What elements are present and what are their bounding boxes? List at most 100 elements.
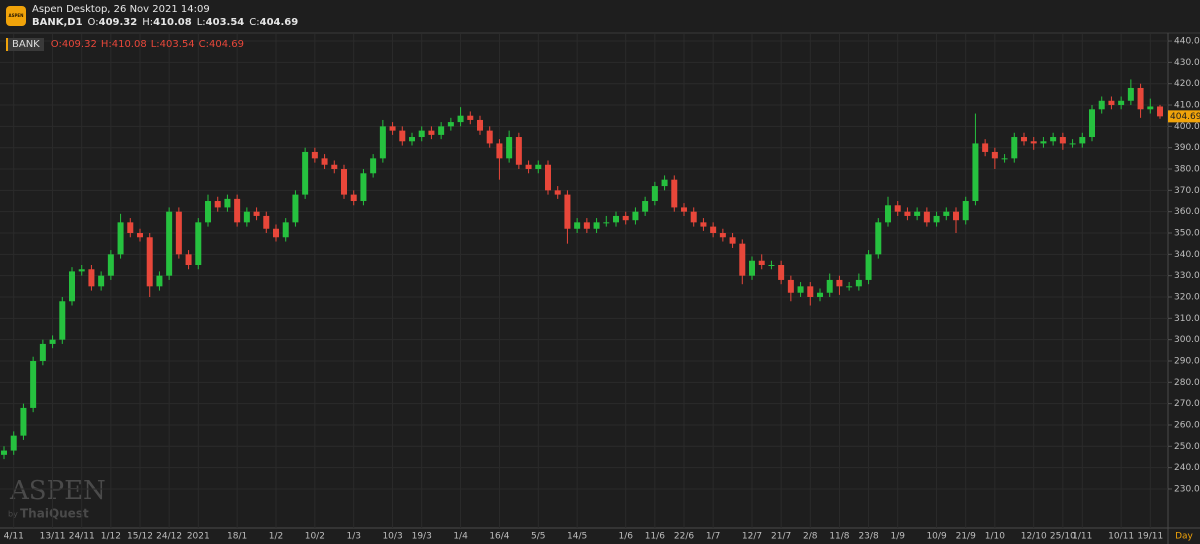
x-tick-label: 23/8	[858, 532, 878, 542]
candle-body	[904, 211, 911, 216]
y-tick-label: 240.00	[1174, 463, 1200, 473]
candle-body	[243, 211, 250, 223]
x-tick-label: 15/12	[127, 532, 153, 542]
x-tick-label: 21/7	[771, 532, 791, 542]
ohlc-prefix: L:	[196, 17, 206, 28]
candle-body	[137, 233, 143, 238]
candle-body	[477, 119, 483, 131]
y-tick-label: 430.00	[1174, 58, 1200, 68]
candle-body	[1059, 137, 1066, 144]
legend-symbol: BANK	[6, 38, 44, 51]
candle-body	[10, 435, 17, 451]
ohlc-value: 410.08	[111, 39, 147, 50]
candle-body	[146, 237, 153, 287]
candle-body	[797, 286, 804, 293]
candle-body	[49, 339, 56, 344]
candle-body	[749, 260, 755, 276]
y-tick-label: 410.00	[1174, 101, 1200, 111]
candle-body	[729, 237, 736, 244]
x-tick-label: 19/3	[412, 532, 432, 542]
candle-body	[574, 222, 581, 229]
candle-body	[447, 122, 454, 127]
candle-body	[175, 211, 182, 255]
y-tick-label: 260.00	[1174, 420, 1200, 430]
y-tick-label: 400.00	[1174, 122, 1200, 132]
y-tick-label: 320.00	[1174, 292, 1200, 302]
candle-body	[263, 215, 270, 229]
x-tick-label: 11/8	[829, 532, 849, 542]
x-tick-label: 1/6	[618, 532, 633, 542]
x-tick-label: 10/11	[1108, 532, 1134, 542]
candle-body	[651, 186, 658, 202]
candle-body	[1040, 141, 1047, 144]
candle-body	[98, 275, 105, 287]
candle-body	[953, 211, 959, 221]
y-tick-label: 270.00	[1174, 399, 1200, 409]
ohlc-value: 404.69	[209, 39, 245, 50]
app-title: Aspen Desktop, 26 Nov 2021 14:09	[32, 4, 210, 15]
candle-body	[88, 269, 95, 287]
x-tick-label: 1/3	[346, 532, 360, 542]
candle-body	[991, 151, 998, 159]
candle-body	[78, 269, 85, 272]
y-tick-label: 330.00	[1174, 271, 1200, 281]
candle-body	[117, 222, 124, 255]
y-tick-label: 230.00	[1174, 484, 1200, 494]
y-tick-label: 310.00	[1174, 314, 1200, 324]
candle-body	[214, 201, 221, 208]
candle-body	[360, 173, 367, 202]
candle-body	[30, 360, 37, 408]
x-tick-label: 16/4	[489, 532, 509, 542]
candle-body	[205, 201, 211, 223]
candle-body	[195, 222, 202, 266]
candle-body	[127, 222, 134, 234]
y-tick-label: 280.00	[1174, 378, 1200, 388]
candle-body	[885, 205, 891, 223]
ohlc-value: 409.32	[61, 39, 97, 50]
candle-body	[1118, 100, 1125, 106]
candle-body	[661, 179, 668, 187]
candle-body	[564, 194, 571, 229]
candle-body	[894, 205, 901, 212]
candle-body	[69, 271, 75, 302]
candle-body	[1079, 137, 1086, 144]
candle-body	[438, 126, 445, 135]
x-tick-label: 19/11	[1137, 532, 1163, 542]
candle-body	[846, 286, 853, 288]
candle-body	[535, 164, 542, 170]
candle-body	[1127, 87, 1134, 101]
y-tick-label: 370.00	[1174, 186, 1200, 196]
candle-body	[545, 164, 551, 191]
candle-body	[700, 222, 707, 227]
candle-body	[311, 151, 318, 159]
candle-body	[321, 158, 328, 165]
candle-body	[1147, 106, 1154, 110]
candle-body	[1137, 87, 1144, 110]
candle-body	[59, 301, 66, 340]
ohlc-value: 409.32	[98, 17, 138, 28]
candle-body	[778, 265, 785, 280]
candle-body	[719, 233, 726, 238]
candle-body	[768, 265, 775, 267]
candle-body	[593, 222, 600, 229]
candle-body	[865, 254, 872, 280]
candle-body	[273, 228, 279, 238]
x-tick-label: 21/9	[956, 532, 976, 542]
ohlc-prefix: C:	[249, 17, 260, 28]
x-tick-label: 24/12	[156, 532, 182, 542]
y-tick-label: 350.00	[1174, 229, 1200, 239]
candle-body	[253, 211, 260, 216]
candle-body	[632, 211, 639, 221]
ohlc-prefix: L:	[150, 39, 160, 50]
candle-body	[690, 211, 697, 223]
candle-body	[1157, 106, 1163, 117]
candle-body	[1, 450, 7, 455]
x-tick-label: 13/11	[40, 532, 66, 542]
candle-body	[933, 215, 940, 223]
x-tick-label: 1/10	[985, 532, 1005, 542]
x-tick-label: 11/6	[645, 532, 665, 542]
x-tick-label: 18/1	[227, 532, 247, 542]
candle-body	[282, 222, 289, 238]
candle-body	[1001, 158, 1008, 160]
